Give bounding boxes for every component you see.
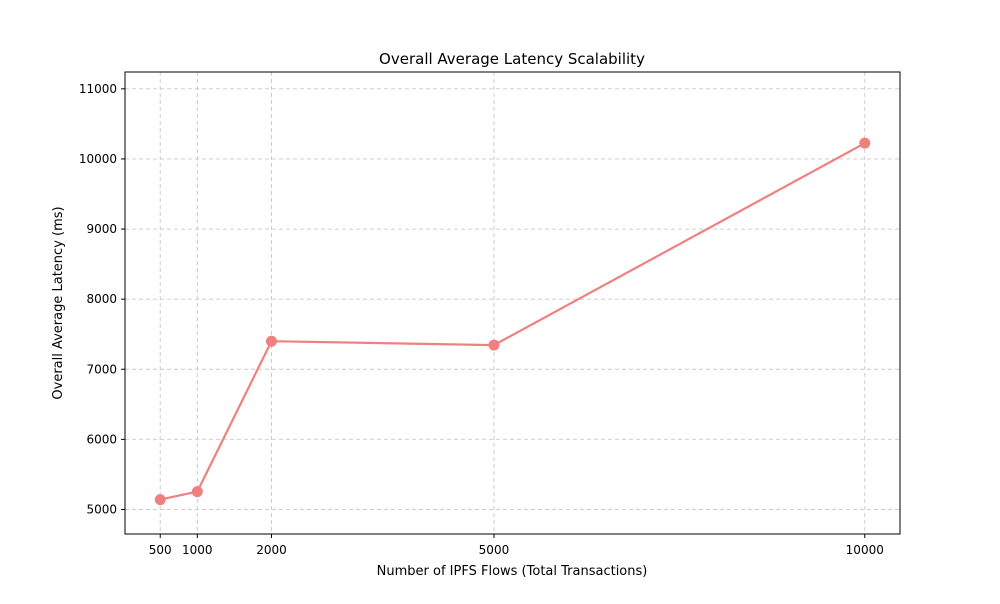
grid bbox=[125, 72, 900, 534]
chart-title: Overall Average Latency Scalability bbox=[379, 50, 645, 68]
data-point bbox=[488, 339, 500, 351]
x-tick-label: 10000 bbox=[846, 543, 884, 557]
y-tick-label: 7000 bbox=[86, 362, 117, 376]
axes: 500 1000 2000 5000 10000 5000 6000 7000 8000 9000… bbox=[79, 71, 901, 557]
data-point bbox=[265, 335, 277, 347]
series-layer bbox=[154, 137, 871, 506]
series-line bbox=[159, 142, 866, 501]
x-tick-label: 1000 bbox=[182, 543, 213, 557]
plot-frame bbox=[124, 71, 901, 535]
x-axis-label: Number of IPFS Flows (Total Transactions… bbox=[377, 564, 648, 579]
x-tick-label: 5000 bbox=[479, 543, 510, 557]
y-tick-label: 5000 bbox=[86, 502, 117, 516]
x-tick-label: 2000 bbox=[256, 543, 287, 557]
data-point bbox=[859, 137, 871, 149]
data-point bbox=[191, 486, 203, 498]
y-tick-label: 6000 bbox=[86, 432, 117, 446]
y-tick-label: 9000 bbox=[86, 222, 117, 236]
y-axis-label: Overall Average Latency (ms) bbox=[51, 206, 66, 399]
y-tick-label: 11000 bbox=[79, 82, 117, 96]
y-tick-label: 10000 bbox=[79, 152, 117, 166]
data-point bbox=[154, 494, 166, 506]
x-tick-label: 500 bbox=[149, 543, 172, 557]
y-tick-label: 8000 bbox=[86, 292, 117, 306]
